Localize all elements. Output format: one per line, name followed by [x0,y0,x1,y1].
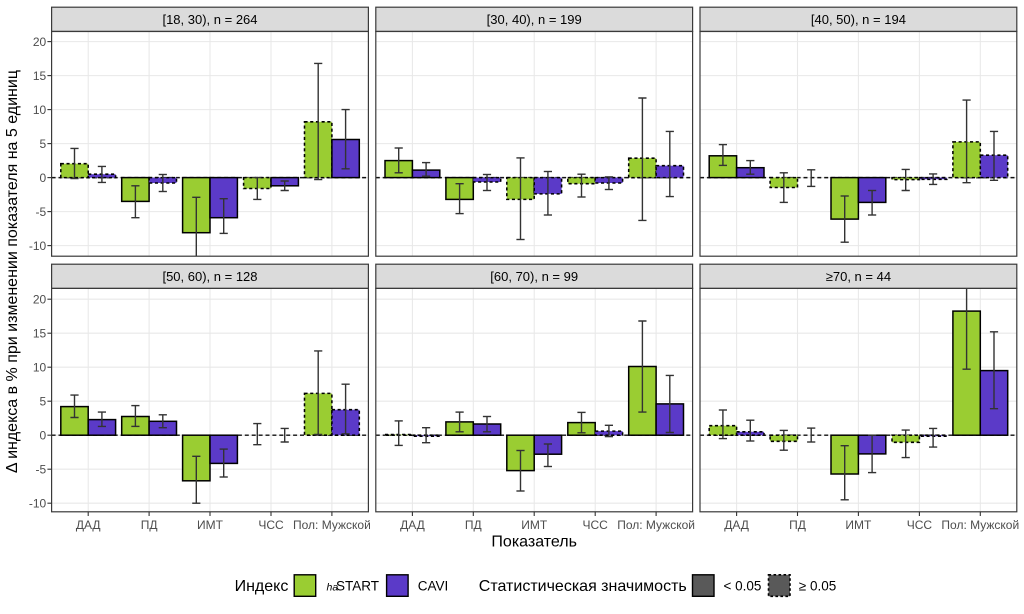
svg-text:CAVI: CAVI [418,578,449,593]
svg-text:ЧСС: ЧСС [583,518,609,532]
svg-text:ПД: ПД [465,518,482,532]
svg-text:≥70, n = 44: ≥70, n = 44 [826,269,891,284]
svg-text:[50, 60), n = 128: [50, 60), n = 128 [162,269,257,284]
svg-text:0: 0 [40,171,47,185]
svg-text:-5: -5 [36,462,47,476]
svg-text:ИМТ: ИМТ [845,518,872,532]
svg-text:Статистическая значимость: Статистическая значимость [479,578,687,595]
svg-text:< 0.05: < 0.05 [724,578,762,593]
svg-text:20: 20 [33,292,47,306]
svg-text:ДАД: ДАД [400,518,425,532]
svg-text:10: 10 [33,360,47,374]
svg-text:ИМТ: ИМТ [521,518,548,532]
svg-text:ПД: ПД [141,518,158,532]
svg-text:ПД: ПД [789,518,806,532]
svg-text:[18, 30), n = 264: [18, 30), n = 264 [162,12,257,27]
svg-text:ЧСС: ЧСС [258,518,284,532]
svg-text:-10: -10 [29,239,47,253]
svg-text:Показатель: Показатель [491,534,577,551]
svg-text:Пол: Мужской: Пол: Мужской [293,518,371,532]
svg-text:ha: ha [327,581,339,593]
svg-text:ДАД: ДАД [76,518,101,532]
svg-text:15: 15 [33,326,47,340]
svg-text:START: START [336,578,379,593]
svg-text:ИМТ: ИМТ [197,518,224,532]
svg-text:Индекс: Индекс [235,578,289,595]
svg-text:[30, 40), n = 199: [30, 40), n = 199 [487,12,582,27]
svg-text:[60, 70), n = 99: [60, 70), n = 99 [490,269,578,284]
svg-text:-10: -10 [29,496,47,510]
svg-text:[40, 50), n = 194: [40, 50), n = 194 [811,12,906,27]
svg-text:10: 10 [33,103,47,117]
svg-text:ЧСС: ЧСС [907,518,933,532]
svg-text:Δ индекса в % при изменении по: Δ индекса в % при изменении показателя н… [4,70,21,473]
svg-text:Пол: Мужской: Пол: Мужской [941,518,1019,532]
svg-text:0: 0 [40,428,47,442]
svg-text:5: 5 [40,137,47,151]
svg-text:5: 5 [40,394,47,408]
svg-text:15: 15 [33,69,47,83]
svg-text:20: 20 [33,35,47,49]
svg-text:ДАД: ДАД [724,518,749,532]
svg-text:Пол: Мужской: Пол: Мужской [617,518,695,532]
svg-text:≥ 0.05: ≥ 0.05 [799,578,836,593]
svg-text:-5: -5 [36,205,47,219]
